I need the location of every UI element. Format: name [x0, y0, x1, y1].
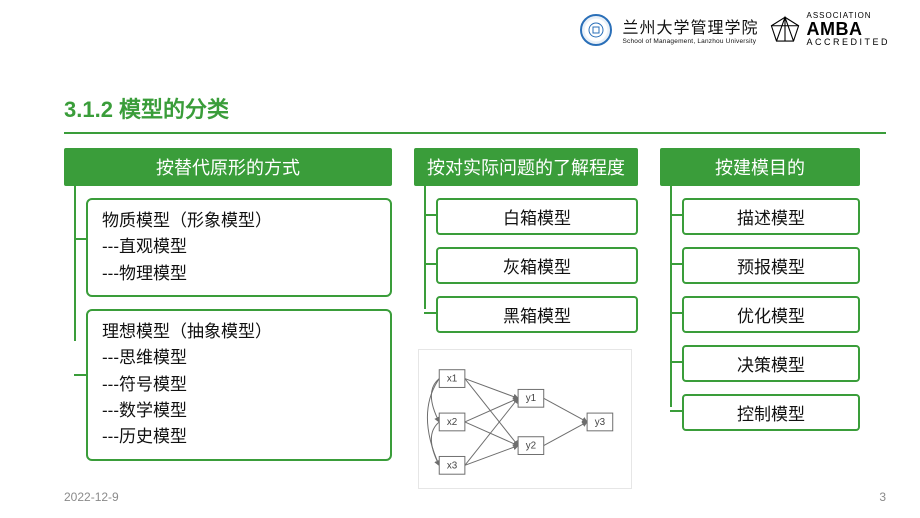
group-title: 物质模型（形象模型）	[102, 208, 376, 234]
column-3: 按建模目的 描述模型 预报模型 优化模型 决策模型 控制模型	[660, 148, 860, 489]
network-diagram: x1 x2 x3 y1 y2 y3	[418, 349, 632, 489]
svg-text:x1: x1	[447, 374, 457, 385]
svg-text:y1: y1	[526, 393, 536, 404]
footer-page: 3	[879, 490, 886, 504]
school-seal-icon	[580, 14, 612, 46]
group-line: ---符号模型	[102, 372, 376, 398]
item-box: 灰箱模型	[436, 247, 638, 284]
school-logo-text: 兰州大学管理学院 School of Management, Lanzhou U…	[622, 14, 758, 45]
column-1: 按替代原形的方式 物质模型（形象模型） ---直观模型 ---物理模型 理想模型…	[64, 148, 392, 489]
column-2: 按对实际问题的了解程度 白箱模型 灰箱模型 黑箱模型 x1 x2 x3 y1 y2 y3	[414, 148, 638, 489]
col2-header: 按对实际问题的了解程度	[414, 148, 638, 186]
item-box: 白箱模型	[436, 198, 638, 235]
item-box: 预报模型	[682, 247, 860, 284]
group-line: ---直观模型	[102, 234, 376, 260]
item-box: 优化模型	[682, 296, 860, 333]
item-box: 描述模型	[682, 198, 860, 235]
svg-text:x3: x3	[447, 460, 458, 471]
svg-text:y3: y3	[595, 417, 606, 428]
col1-header: 按替代原形的方式	[64, 148, 392, 186]
slide-title: 3.1.2 模型的分类	[64, 92, 886, 134]
school-name-en: School of Management, Lanzhou University	[622, 38, 758, 45]
amba-logo: ASSOCIATION AMBA ACCREDITED	[768, 12, 890, 47]
header: 兰州大学管理学院 School of Management, Lanzhou U…	[580, 12, 890, 47]
footer: 2022-12-9 3	[64, 490, 886, 504]
footer-date: 2022-12-9	[64, 490, 119, 504]
group-line: ---思维模型	[102, 345, 376, 371]
group-line: ---历史模型	[102, 424, 376, 450]
amba-line3: ACCREDITED	[806, 38, 890, 47]
group-box: 物质模型（形象模型） ---直观模型 ---物理模型	[86, 198, 392, 297]
group-box: 理想模型（抽象模型） ---思维模型 ---符号模型 ---数学模型 ---历史…	[86, 309, 392, 461]
col3-header: 按建模目的	[660, 148, 860, 186]
svg-text:y2: y2	[526, 441, 536, 452]
amba-icon	[768, 15, 802, 45]
group-line: ---物理模型	[102, 261, 376, 287]
group-title: 理想模型（抽象模型）	[102, 319, 376, 345]
amba-line2: AMBA	[806, 20, 890, 38]
school-name-cn: 兰州大学管理学院	[622, 14, 758, 38]
item-box: 控制模型	[682, 394, 860, 431]
item-box: 决策模型	[682, 345, 860, 382]
classification-tree: 按替代原形的方式 物质模型（形象模型） ---直观模型 ---物理模型 理想模型…	[64, 148, 886, 489]
svg-text:x2: x2	[447, 417, 457, 428]
group-line: ---数学模型	[102, 398, 376, 424]
item-box: 黑箱模型	[436, 296, 638, 333]
